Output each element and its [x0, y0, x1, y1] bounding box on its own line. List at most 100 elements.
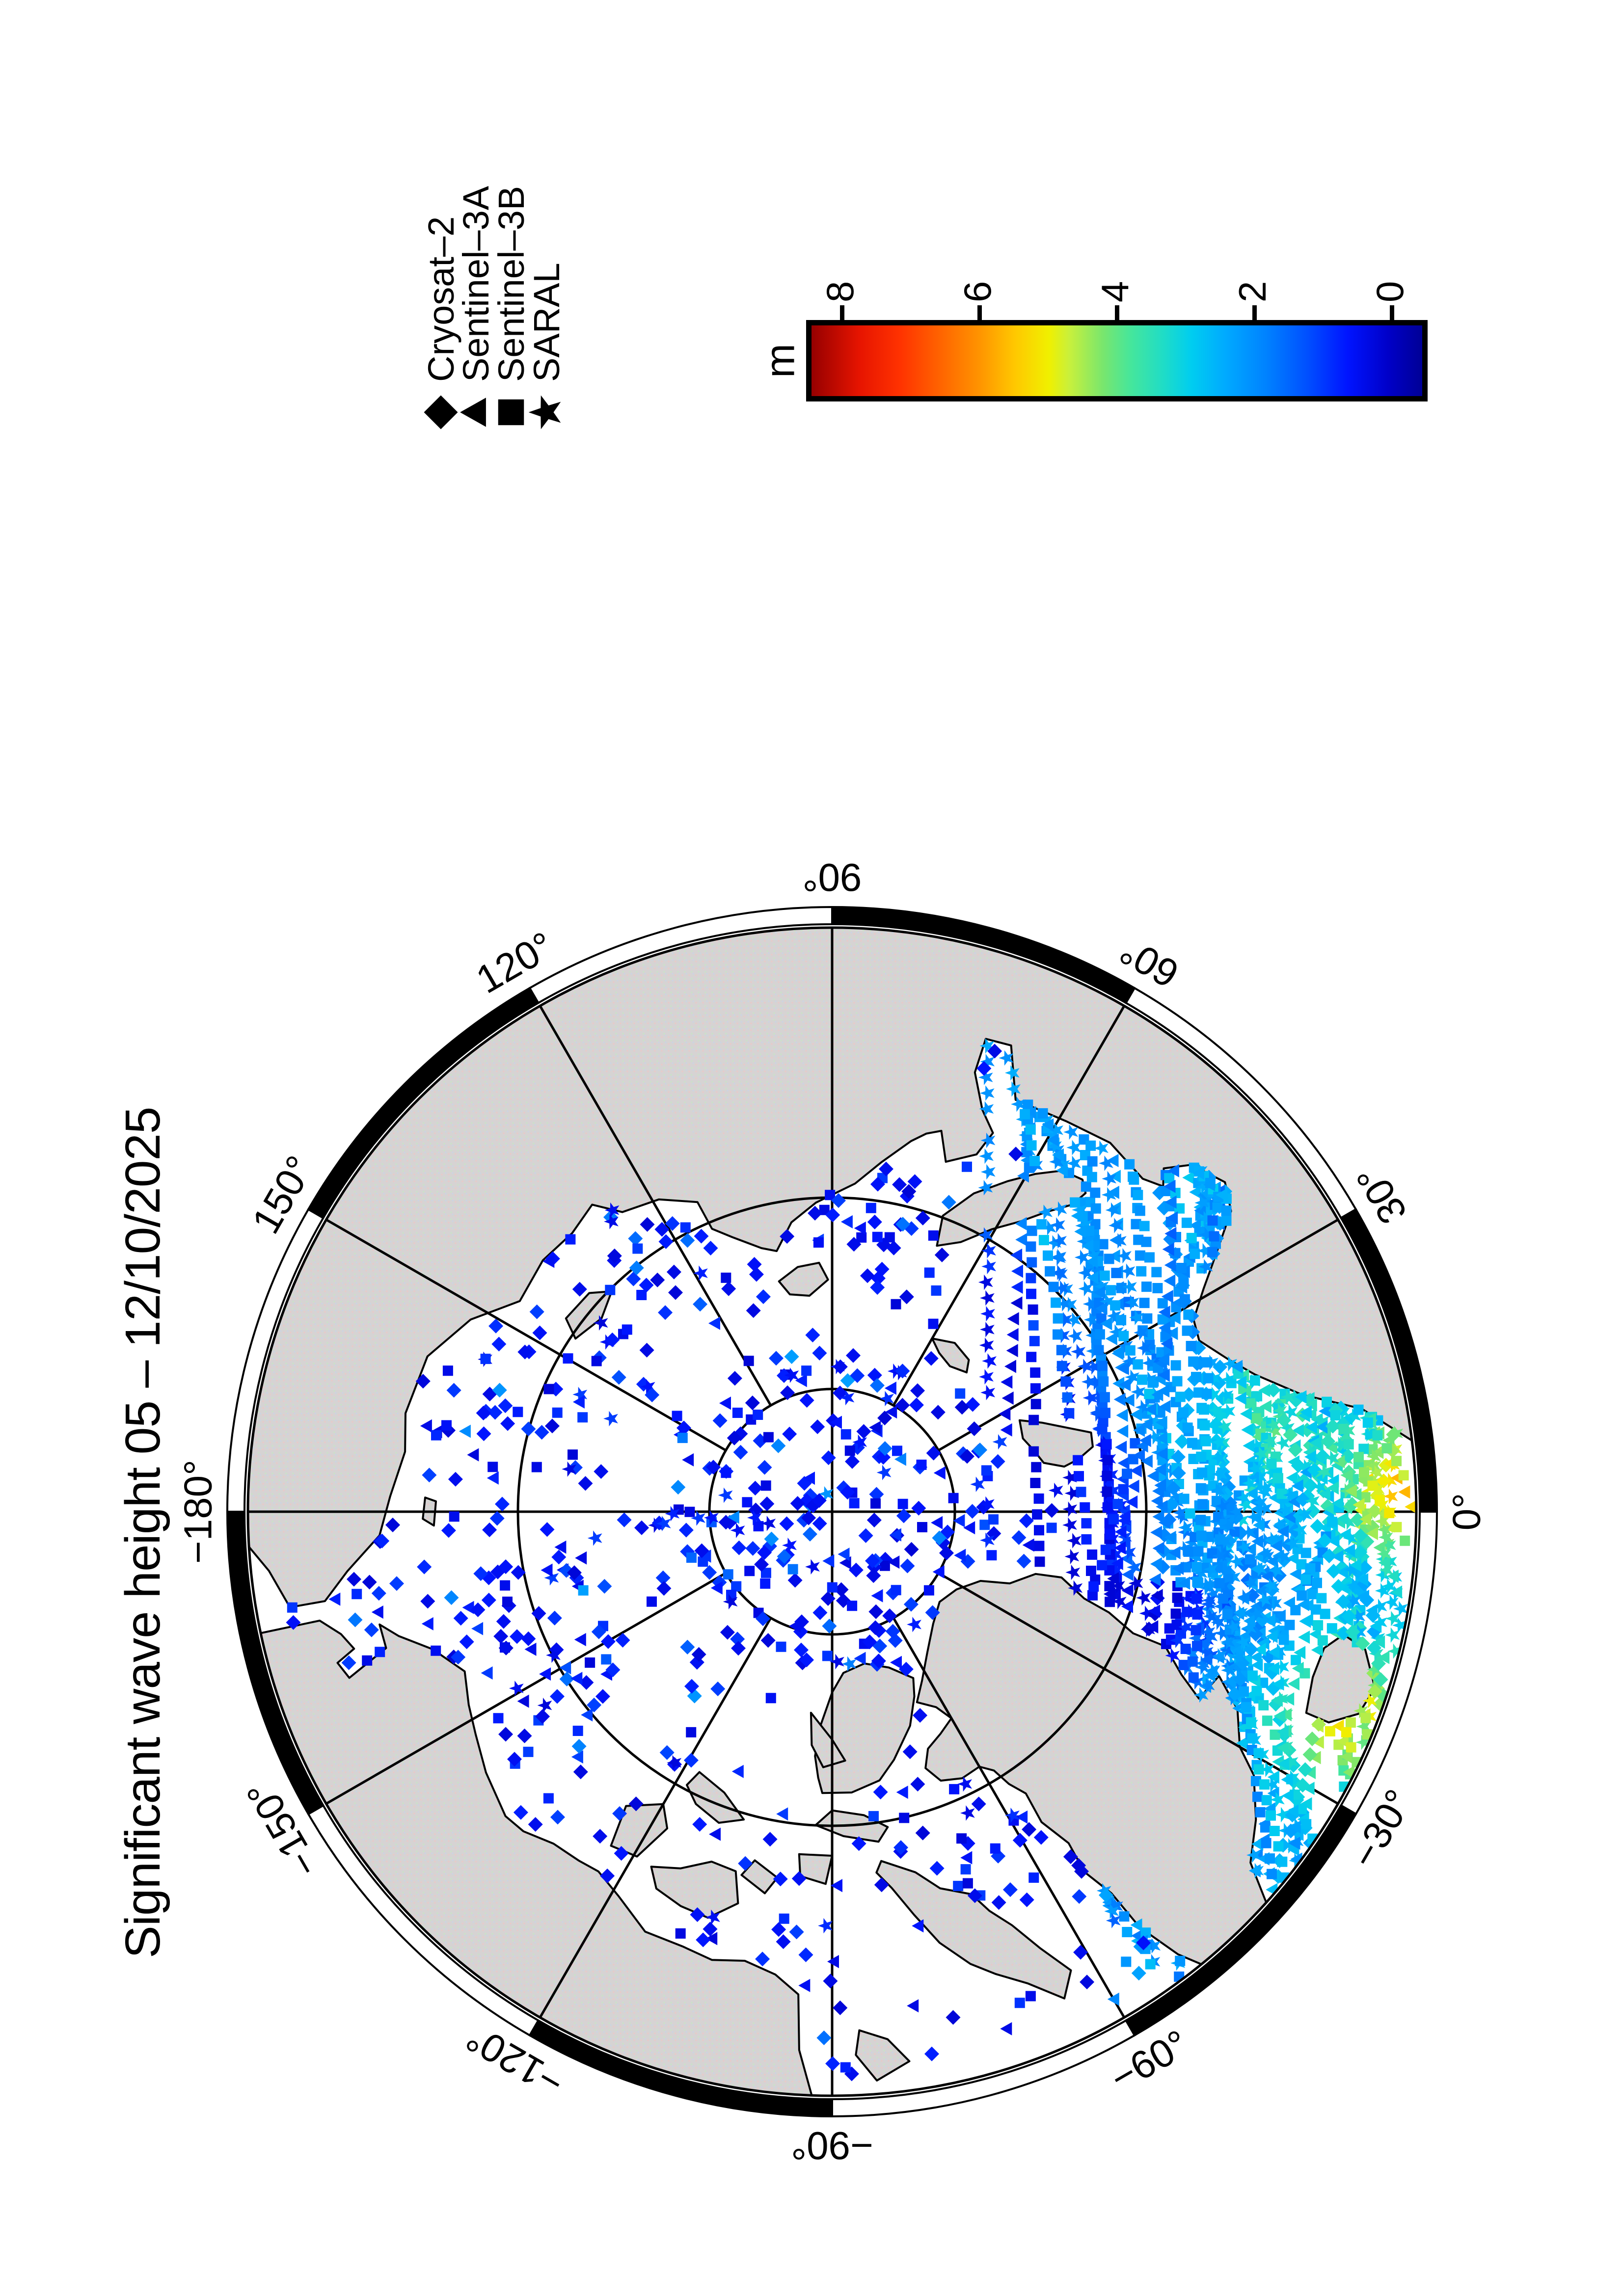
swh-point-star	[1235, 1634, 1250, 1650]
swh-point-star	[980, 1054, 995, 1069]
swh-point-triangle	[1298, 1630, 1310, 1644]
swh-point-star	[1082, 1296, 1098, 1312]
swh-point-square	[1062, 1392, 1073, 1403]
swh-point-triangle	[1398, 1485, 1410, 1499]
swh-point-square	[1139, 1298, 1150, 1308]
swh-point-square	[962, 1161, 972, 1172]
swh-point-triangle	[1276, 1741, 1289, 1755]
swh-point-square	[1104, 1581, 1115, 1592]
swh-point-square	[1097, 1560, 1108, 1571]
swh-point-star	[1049, 1154, 1064, 1170]
swh-point-triangle	[1284, 1510, 1296, 1524]
swh-point-square	[1181, 1217, 1192, 1228]
swh-point-diamond	[611, 1370, 626, 1385]
swh-point-square	[1109, 1514, 1119, 1524]
swh-point-square	[1171, 1619, 1182, 1630]
swh-point-diamond	[822, 1619, 837, 1633]
swh-point-square	[813, 1237, 824, 1248]
swh-point-diamond	[654, 1222, 670, 1237]
swh-point-star	[537, 1697, 552, 1713]
swh-point-triangle	[1280, 1708, 1292, 1722]
swh-point-star	[1112, 1233, 1127, 1249]
swh-point-square	[1307, 1589, 1318, 1600]
swh-point-diamond	[1019, 1513, 1034, 1528]
swh-point-triangle	[1154, 1463, 1166, 1476]
swh-point-triangle	[1159, 1400, 1171, 1414]
swh-point-star	[1207, 1418, 1221, 1435]
swh-point-diamond	[973, 1442, 988, 1458]
swh-point-square	[732, 1408, 743, 1418]
swh-point-diamond	[869, 1378, 885, 1393]
swh-point-diamond	[794, 1614, 809, 1629]
swh-point-diamond	[495, 1496, 510, 1512]
swh-point-diamond	[791, 1871, 807, 1886]
swh-point-diamond	[779, 1516, 794, 1531]
swh-point-triangle	[1405, 1500, 1416, 1514]
swh-point-star	[1367, 1661, 1381, 1677]
swh-point-triangle	[1366, 1604, 1378, 1617]
swh-point-star	[1197, 1243, 1212, 1259]
swh-point-square	[1096, 1313, 1107, 1324]
swh-point-square	[953, 1881, 964, 1892]
swh-point-square	[1345, 1717, 1356, 1728]
swh-point-square	[1175, 1391, 1186, 1402]
swh-point-square	[1179, 1494, 1190, 1504]
swh-point-square	[1037, 1108, 1048, 1119]
swh-point-triangle	[1074, 1225, 1086, 1238]
swh-point-star	[1050, 1142, 1064, 1158]
swh-point-triangle	[1305, 1420, 1317, 1434]
swh-point-diamond	[934, 1247, 949, 1262]
swh-point-square	[916, 1459, 927, 1470]
swh-point-triangle	[1086, 1255, 1098, 1268]
swh-point-star	[603, 1411, 618, 1427]
swh-point-diamond	[517, 1728, 532, 1743]
swh-point-square	[744, 1566, 755, 1576]
swh-point-diamond	[579, 1675, 594, 1690]
swh-point-triangle	[890, 1655, 902, 1669]
swh-point-star	[1062, 1297, 1077, 1312]
swh-point-star	[1220, 1541, 1235, 1557]
swh-point-square	[1201, 1388, 1212, 1399]
swh-point-diamond	[1352, 1545, 1368, 1560]
swh-point-star	[1122, 1279, 1137, 1295]
swh-point-triangle	[1152, 1510, 1164, 1523]
swh-point-triangle	[1294, 1646, 1306, 1659]
swh-point-triangle	[1158, 1306, 1170, 1319]
swh-point-star	[1107, 1308, 1122, 1324]
swh-point-diamond	[1288, 1442, 1303, 1457]
swh-point-square	[979, 1520, 990, 1530]
swh-point-triangle	[1343, 1544, 1355, 1557]
swh-point-triangle	[854, 1652, 866, 1665]
swh-point-star	[1184, 1555, 1199, 1571]
swh-point-square	[1121, 1956, 1132, 1967]
swh-point-square	[1209, 1231, 1219, 1242]
swh-point-diamond	[802, 1526, 817, 1542]
swh-point-square	[1300, 1548, 1311, 1558]
swh-point-diamond	[540, 1522, 555, 1537]
swh-point-triangle	[912, 1919, 924, 1933]
swh-point-star	[1256, 1592, 1271, 1608]
swh-point-star	[1242, 1524, 1256, 1540]
swh-point-triangle	[559, 1661, 571, 1675]
swh-point-square	[1391, 1456, 1402, 1467]
swh-point-square	[1027, 1257, 1037, 1268]
swh-point-triangle	[709, 1827, 721, 1841]
swh-point-square	[1186, 1341, 1196, 1351]
swh-point-triangle	[1304, 1450, 1316, 1464]
swh-point-square	[1253, 1764, 1264, 1775]
swh-point-star	[1052, 1201, 1067, 1217]
swh-point-star	[1199, 1576, 1214, 1593]
meridian--150	[325, 1572, 727, 1805]
swh-point-star	[960, 1805, 975, 1821]
swh-point-square	[1291, 1655, 1301, 1665]
swh-point-triangle	[574, 1633, 586, 1647]
swh-point-diamond	[904, 1542, 919, 1557]
swh-point-star	[1369, 1646, 1384, 1662]
swh-point-star	[1274, 1659, 1289, 1675]
swh-point-diamond	[612, 1806, 627, 1821]
swh-point-triangle	[1272, 1677, 1284, 1691]
swh-point-star	[1218, 1387, 1234, 1403]
swh-point-triangle	[1119, 1378, 1131, 1391]
swh-point-diamond	[1307, 1463, 1322, 1478]
rim-label--90: −90°	[791, 2124, 873, 2168]
